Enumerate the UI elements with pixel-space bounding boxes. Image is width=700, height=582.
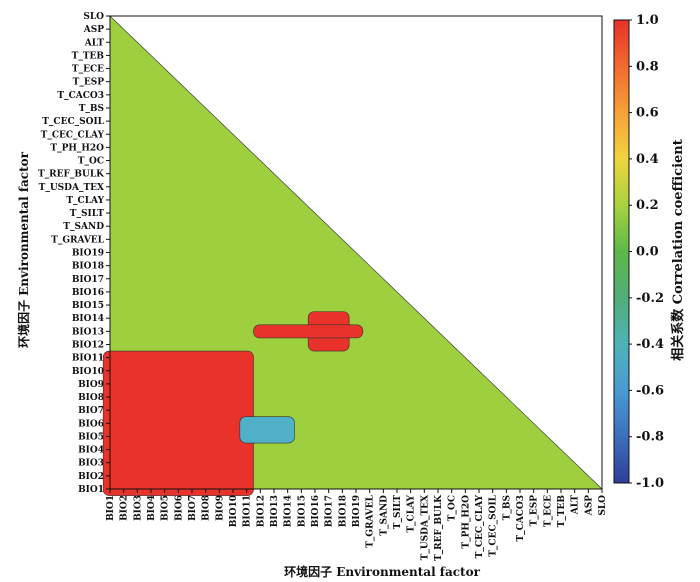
x-tick-label-asp: ASP (584, 495, 594, 516)
x-tick-label-bio17: BIO17 (325, 495, 335, 527)
y-tick-label-t-gravel: T_GRAVEL (51, 235, 105, 245)
y-tick-label-bio9: BIO9 (78, 380, 104, 390)
diagonal-line (109, 15, 603, 490)
x-tick-label-t-clay: T_CLAY (407, 494, 417, 532)
y-tick-label-t-ece: T_ECE (72, 65, 104, 75)
x-axis-title: 环境因子 Environmental factor (284, 564, 481, 579)
colorbar-title: 相关系数 Correlation coefficient (670, 139, 686, 361)
correlation-region-3 (253, 324, 364, 339)
x-tick-label-slo: SLO (598, 495, 608, 516)
x-tick-label-bio10: BIO10 (229, 495, 239, 527)
y-tick-label-bio8: BIO8 (78, 393, 104, 403)
y-axis-ticks: SLO ASP ALT T_TEB T_ECE T_ESP T_CACO3 T_BS T_CEC… (38, 12, 110, 495)
x-tick-label-t-ph-h2o: T_PH_H2O (461, 495, 471, 549)
x-tick-label-t-esp: T_ESP (530, 495, 540, 527)
colorbar-tick-label: -1.0 (636, 476, 664, 491)
x-tick-label-t-usda-tex: T_USDA_TEX (420, 495, 430, 560)
y-tick-label-asp: ASP (83, 25, 104, 35)
x-tick-label-bio5: BIO5 (161, 495, 171, 521)
y-tick-label-t-oc: T_OC (78, 157, 104, 167)
x-tick-label-t-oc: T_OC (448, 495, 458, 521)
colorbar-tick-label: -0.4 (636, 337, 664, 352)
y-tick-label-t-teb: T_TEB (72, 51, 105, 61)
x-tick-label-bio18: BIO18 (338, 495, 348, 527)
correlation-region-6 (239, 416, 295, 444)
x-tick-label-t-cec-soil: T_CEC_SOIL (489, 494, 499, 556)
x-tick-label-alt: ALT (571, 495, 581, 516)
y-tick-label-bio18: BIO18 (72, 262, 104, 272)
x-tick-label-bio19: BIO19 (352, 495, 362, 527)
y-tick-label-t-bs: T_BS (79, 104, 104, 114)
x-tick-label-t-gravel: T_GRAVEL (366, 494, 376, 548)
y-tick-label-t-cec-soil: T_CEC_SOIL (42, 117, 104, 127)
y-tick-label-t-sand: T_SAND (63, 222, 104, 232)
y-tick-label-t-silt: T_SILT (70, 209, 105, 219)
y-tick-label-bio19: BIO19 (72, 249, 104, 259)
y-tick-label-bio14: BIO14 (72, 314, 104, 324)
y-tick-label-bio17: BIO17 (72, 275, 104, 285)
y-tick-label-t-caco3: T_CACO3 (57, 91, 104, 101)
y-tick-label-t-esp: T_ESP (73, 78, 105, 88)
y-tick-label-bio16: BIO16 (72, 288, 104, 298)
x-tick-label-t-silt: T_SILT (393, 495, 403, 530)
x-tick-label-bio15: BIO15 (297, 495, 307, 527)
colorbar-tick-label: 0.2 (636, 198, 659, 213)
x-tick-label-bio1: BIO1 (106, 495, 116, 521)
x-tick-label-bio9: BIO9 (215, 495, 225, 521)
y-tick-label-bio11: BIO11 (72, 354, 104, 364)
x-tick-label-bio2: BIO2 (120, 495, 130, 521)
y-tick-label-bio7: BIO7 (78, 406, 104, 416)
x-axis-ticks: BIO1 BIO2 BIO3 BIO4 BIO5 BIO6 BIO7 BIO8 BIO9 BIO1… (106, 489, 608, 561)
y-tick-label-t-cec-clay: T_CEC_CLAY (41, 130, 105, 140)
x-tick-label-t-ref-bulk: T_REF_BULK (434, 494, 444, 561)
y-tick-label-t-ref-bulk: T_REF_BULK (38, 170, 105, 180)
y-tick-label-bio2: BIO2 (78, 472, 104, 482)
colorbar-tick-label: -0.8 (636, 430, 664, 445)
x-tick-label-bio14: BIO14 (284, 495, 294, 527)
y-tick-label-bio1: BIO1 (78, 485, 104, 495)
x-tick-label-bio13: BIO13 (270, 495, 280, 527)
x-tick-label-bio7: BIO7 (188, 495, 198, 521)
colorbar-tick-label: 1.0 (636, 13, 659, 28)
colorbar-gradient (613, 19, 630, 484)
y-tick-label-bio12: BIO12 (72, 340, 104, 350)
y-tick-label-bio5: BIO5 (78, 432, 104, 442)
x-tick-label-bio6: BIO6 (174, 495, 184, 521)
x-tick-label-bio11: BIO11 (243, 495, 253, 527)
colorbar-tick-label: 0.4 (636, 152, 659, 167)
colorbar-tick-label: -0.2 (636, 291, 664, 306)
colorbar-tick-label: 0.0 (636, 245, 659, 260)
x-tick-label-t-caco3: T_CACO3 (516, 495, 526, 542)
colorbar-tick-label: 0.6 (636, 106, 659, 121)
colorbar-tick-label: 0.8 (636, 59, 659, 74)
x-tick-label-bio12: BIO12 (256, 495, 266, 527)
correlation-region-1 (102, 350, 254, 496)
y-tick-label-t-usda-tex: T_USDA_TEX (39, 183, 104, 193)
x-tick-label-bio16: BIO16 (311, 495, 321, 527)
y-tick-label-bio10: BIO10 (72, 367, 104, 377)
colorbar: 1.0 0.8 0.6 0.4 0.2 0.0 -0.2 -0.4 -0.6 -0.8 -1.0 (613, 13, 664, 491)
x-tick-label-t-ece: T_ECE (543, 495, 553, 527)
y-tick-label-bio6: BIO6 (78, 419, 104, 429)
y-tick-label-alt: ALT (84, 38, 105, 48)
x-tick-label-bio3: BIO3 (133, 495, 143, 521)
y-tick-label-bio3: BIO3 (78, 459, 104, 469)
x-tick-label-t-sand: T_SAND (379, 495, 389, 536)
y-tick-label-bio13: BIO13 (72, 327, 104, 337)
y-axis-title: 环境因子 Environmental factor (16, 151, 31, 348)
x-tick-label-bio4: BIO4 (147, 495, 157, 521)
x-tick-label-t-teb: T_TEB (557, 495, 567, 528)
colorbar-tick-label: -0.6 (636, 383, 664, 398)
y-tick-label-bio4: BIO4 (78, 446, 104, 456)
y-tick-label-t-clay: T_CLAY (66, 196, 104, 206)
x-tick-label-t-bs: T_BS (502, 495, 512, 520)
y-tick-label-slo: SLO (83, 12, 104, 22)
x-tick-label-t-cec-clay: T_CEC_CLAY (475, 494, 485, 558)
x-tick-label-bio8: BIO8 (202, 495, 212, 521)
y-tick-label-bio15: BIO15 (72, 301, 104, 311)
y-tick-label-t-ph-h2o: T_PH_H2O (50, 143, 104, 153)
